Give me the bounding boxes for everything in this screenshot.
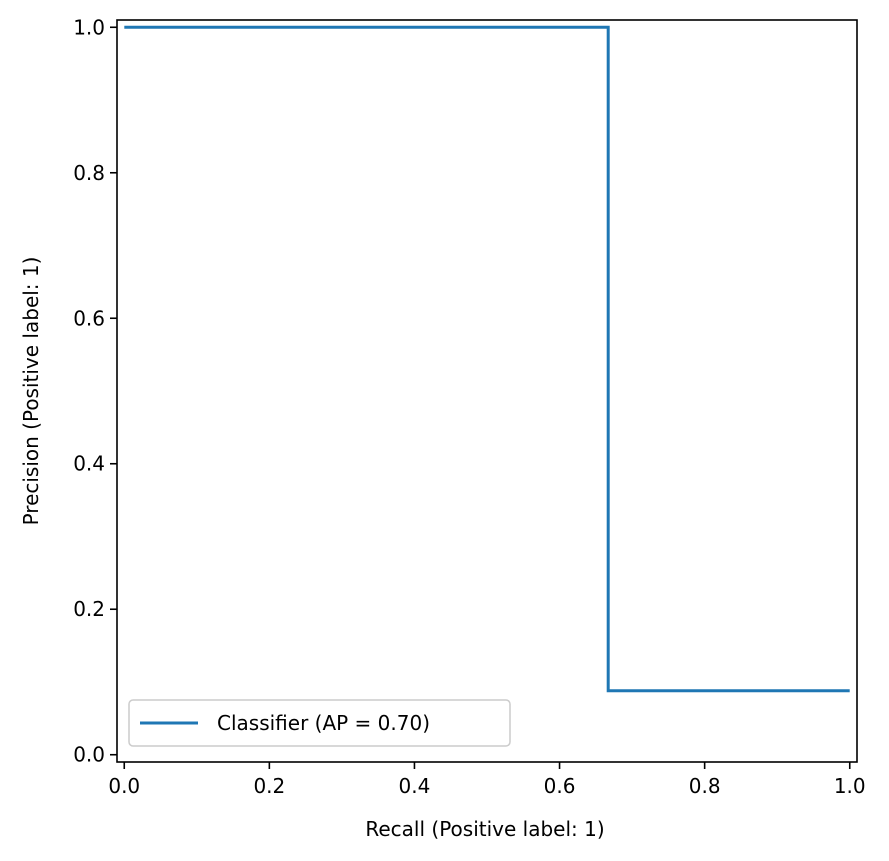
y-tick-label: 0.8 <box>73 161 105 185</box>
y-tick-label: 1.0 <box>73 15 105 39</box>
x-tick-label: 0.4 <box>399 774 431 798</box>
legend-label: Classifier (AP = 0.70) <box>217 711 430 735</box>
axes-frame <box>116 19 858 763</box>
plot-area <box>124 25 850 693</box>
x-tick-label: 0.0 <box>108 774 140 798</box>
y-tick-label: 0.4 <box>73 452 105 476</box>
y-tick-label: 0.2 <box>73 597 105 621</box>
x-axis-label: Recall (Positive label: 1) <box>365 817 604 841</box>
x-tick-label: 1.0 <box>834 774 866 798</box>
legend: Classifier (AP = 0.70) <box>128 699 511 747</box>
axes: 0.0 0.2 0.4 0.6 0.8 1.0 0.0 0.2 0.4 0.6 0.8 1.0 <box>73 15 865 798</box>
x-tick-label: 0.6 <box>544 774 576 798</box>
x-tick-label: 0.8 <box>689 774 721 798</box>
y-tick-label: 0.0 <box>73 743 105 767</box>
legend-box <box>128 699 511 747</box>
y-tick-label: 0.6 <box>73 306 105 330</box>
y-axis-label: Precision (Positive label: 1) <box>19 257 43 526</box>
x-tick-label: 0.2 <box>253 774 285 798</box>
series-line-1 <box>124 25 850 693</box>
